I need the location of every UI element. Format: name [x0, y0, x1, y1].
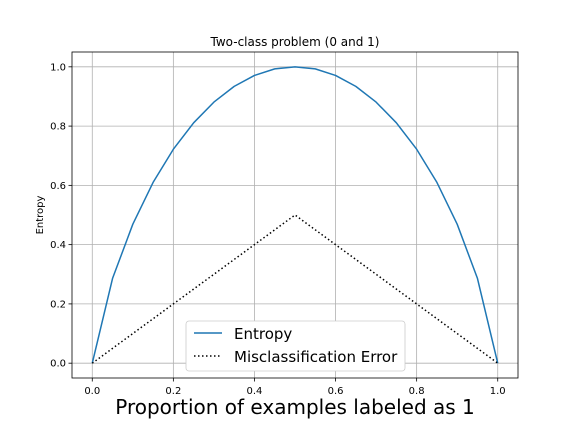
y-tick-label: 0.8 — [50, 122, 66, 133]
grid — [72, 52, 518, 378]
x-tick-label: 1.0 — [490, 386, 506, 397]
axes-frame — [71, 51, 519, 379]
entropy-line — [91, 66, 499, 364]
x-tick-label: 0.8 — [409, 386, 425, 397]
x-tick-label: 0.2 — [165, 386, 181, 397]
legend: Entropy Misclassification Error — [185, 320, 406, 372]
x-ticks: 0.0 0.2 0.4 0.6 0.8 1.0 — [84, 378, 506, 397]
x-axis-label: Proportion of examples labeled as 1 — [115, 395, 475, 419]
y-tick-label: 1.0 — [50, 62, 66, 73]
legend-label-misclassification: Misclassification Error — [234, 348, 398, 366]
y-axis-label: Entropy — [35, 195, 46, 234]
x-tick-label: 0.4 — [247, 386, 263, 397]
y-tick-label: 0.2 — [50, 299, 66, 310]
y-ticks: 0.0 0.2 0.4 0.6 0.8 1.0 — [50, 62, 72, 370]
y-tick-label: 0.0 — [50, 359, 66, 370]
x-tick-label: 0.6 — [328, 386, 344, 397]
chart-title: Two-class problem (0 and 1) — [210, 35, 380, 49]
y-tick-label: 0.4 — [50, 240, 66, 251]
series-layer — [91, 66, 499, 364]
y-tick-label: 0.6 — [50, 181, 66, 192]
legend-box — [185, 320, 406, 372]
x-tick-label: 0.0 — [84, 386, 100, 397]
legend-label-entropy: Entropy — [234, 325, 292, 343]
